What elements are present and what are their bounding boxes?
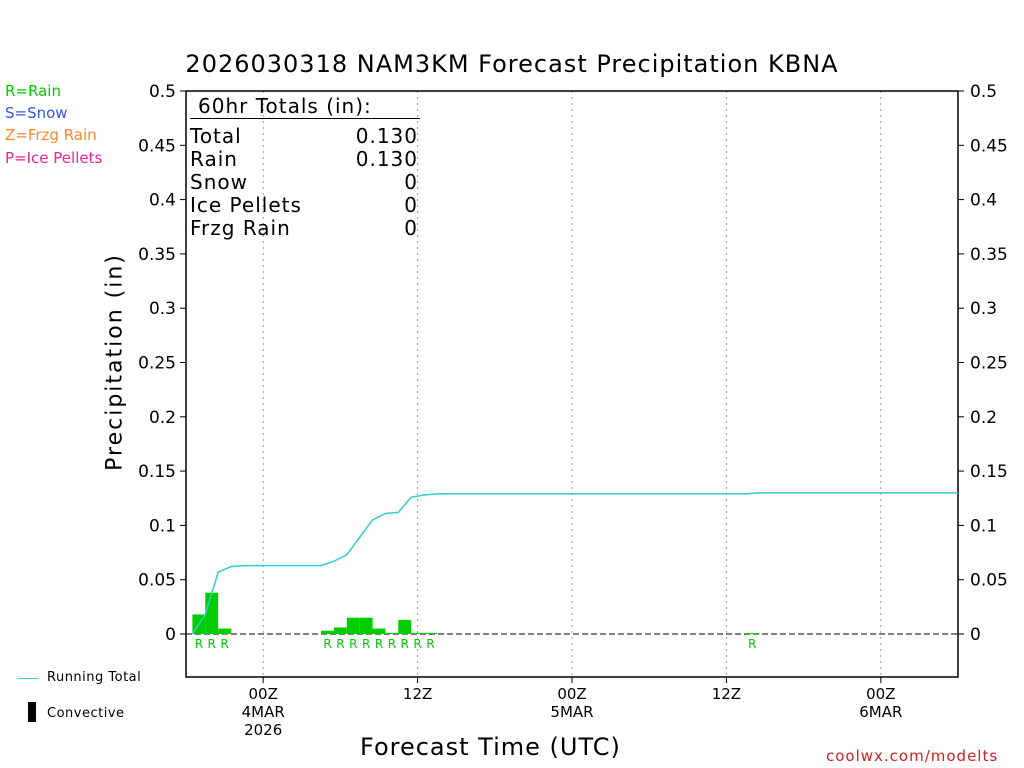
running-total-line xyxy=(191,492,958,635)
precip-type-label: R xyxy=(336,637,344,651)
running-total-legend-line xyxy=(18,678,38,679)
y-tick-label-right: 0.25 xyxy=(970,354,1008,374)
convective-legend-swatch xyxy=(28,702,36,722)
precip-bar xyxy=(372,628,386,634)
x-tick-label: 00Z xyxy=(249,685,278,703)
x-tick-label: 12Z xyxy=(712,685,741,703)
y-tick-label-right: 0 xyxy=(970,625,981,645)
totals-value: 0 xyxy=(404,216,418,240)
precip-type-label: R xyxy=(401,637,409,651)
y-tick-label-right: 0.15 xyxy=(970,462,1008,482)
precip-type-label: R xyxy=(388,637,396,651)
y-tick-label-left: 0.25 xyxy=(138,354,176,374)
precip-bar xyxy=(218,628,232,634)
totals-underline xyxy=(190,118,420,119)
precip-type-label: R xyxy=(349,637,357,651)
y-tick-label-right: 0.05 xyxy=(970,571,1008,591)
y-tick-label-left: 0 xyxy=(165,625,176,645)
precip-bars xyxy=(192,592,759,634)
precip-bar xyxy=(411,632,425,634)
legend-rain: R=Rain xyxy=(5,82,61,100)
credit-text: coolwx.com/modelts xyxy=(826,747,999,765)
y-tick-label-right: 0.2 xyxy=(970,408,997,428)
running-total-legend-label: Running Total xyxy=(47,670,142,685)
x-tick-label: 2026 xyxy=(244,721,282,739)
totals-title: 60hr Totals (in): xyxy=(198,94,372,118)
precip-type-label: R xyxy=(195,637,203,651)
axes-layer xyxy=(180,90,964,683)
x-tick-label: 12Z xyxy=(403,685,432,703)
totals-label: Ice Pellets xyxy=(190,193,302,217)
legend-snow: S=Snow xyxy=(5,104,68,122)
precip-bar xyxy=(333,627,347,634)
precip-bar xyxy=(424,632,437,634)
precip-type-label: R xyxy=(220,637,228,651)
x-tick-label: 5MAR xyxy=(550,703,593,721)
y-tick-label-right: 0.45 xyxy=(970,136,1008,156)
y-tick-label-right: 0.5 xyxy=(970,82,997,102)
precip-type-label: R xyxy=(375,637,383,651)
y-tick-label-right: 0.1 xyxy=(970,516,997,536)
y-tick-label-left: 0.35 xyxy=(138,245,176,265)
totals-label: Frzg Rain xyxy=(190,216,291,240)
chart-title: 2026030318 NAM3KM Forecast Precipitation… xyxy=(185,50,839,78)
y-axis-label: Precipitation (in) xyxy=(102,253,128,471)
x-tick-label: 00Z xyxy=(557,685,586,703)
precip-type-label: R xyxy=(362,637,370,651)
y-tick-label-right: 0.4 xyxy=(970,191,997,211)
x-tick-label: 6MAR xyxy=(859,703,902,721)
y-tick-label-left: 0.45 xyxy=(138,136,176,156)
convective-legend-label: Convective xyxy=(47,706,125,721)
precip-bar xyxy=(321,630,334,634)
running-total-layer xyxy=(191,492,958,635)
precip-type-label: R xyxy=(748,637,756,651)
y-tick-label-right: 0.3 xyxy=(970,299,997,319)
precip-type-label: R xyxy=(426,637,434,651)
precip-bar xyxy=(359,617,373,634)
precip-bar xyxy=(385,632,399,634)
precip-bar xyxy=(745,632,759,634)
legend-freezing-rain: Z=Frzg Rain xyxy=(5,126,97,144)
totals-label: Rain xyxy=(190,147,238,171)
precip-type-label: R xyxy=(323,637,331,651)
totals-value: 0.130 xyxy=(355,147,418,171)
x-tick-label: 4MAR xyxy=(242,703,285,721)
tick-labels: 0 00.05 0.050.1 0.10.15 0.150.2 0.20.25 0.250.… xyxy=(138,82,1008,739)
precip-type-label: R xyxy=(208,637,216,651)
totals-label: Total xyxy=(190,124,242,148)
x-tick-label: 00Z xyxy=(866,685,895,703)
x-axis-label: Forecast Time (UTC) xyxy=(360,733,621,761)
y-tick-label-left: 0.15 xyxy=(138,462,176,482)
y-tick-label-left: 0.05 xyxy=(138,571,176,591)
y-tick-label-left: 0.4 xyxy=(149,191,176,211)
totals-value: 0.130 xyxy=(355,124,418,148)
y-tick-label-left: 0.2 xyxy=(149,408,176,428)
y-tick-label-left: 0.5 xyxy=(149,82,176,102)
precip-bar xyxy=(398,619,412,634)
grid-layer xyxy=(262,91,882,677)
totals-value: 0 xyxy=(404,193,418,217)
precip-bar xyxy=(346,617,360,634)
y-tick-label-left: 0.3 xyxy=(149,299,176,319)
precip-bar xyxy=(205,592,219,634)
totals-label: Snow xyxy=(190,170,248,194)
y-tick-label-left: 0.1 xyxy=(149,516,176,536)
legend-ice-pellets: P=Ice Pellets xyxy=(5,149,103,167)
y-tick-label-right: 0.35 xyxy=(970,245,1008,265)
precip-type-label: R xyxy=(413,637,421,651)
totals-value: 0 xyxy=(404,170,418,194)
